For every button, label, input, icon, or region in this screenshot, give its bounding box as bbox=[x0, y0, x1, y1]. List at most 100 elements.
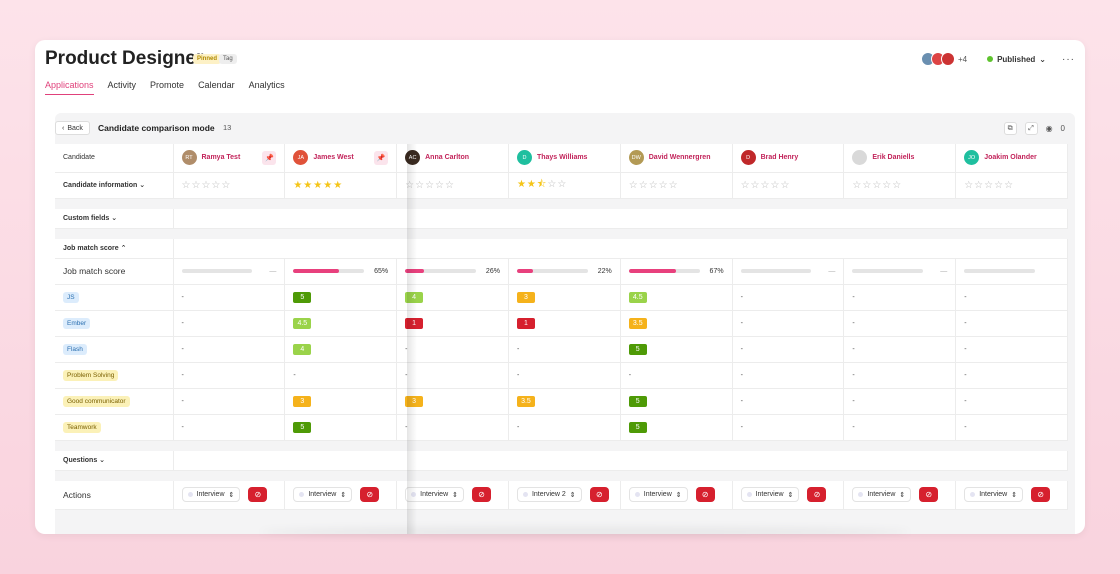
reject-button[interactable]: ⊘ bbox=[695, 487, 715, 503]
eye-icon[interactable]: ◉ bbox=[1045, 124, 1053, 133]
candidate-name[interactable]: Anna Carlton bbox=[425, 154, 470, 162]
candidate-info-toggle[interactable]: Candidate information ⌄ bbox=[55, 172, 174, 199]
candidate-column-header[interactable]: AC Anna Carlton bbox=[396, 144, 509, 173]
more-options-icon[interactable]: ··· bbox=[1062, 53, 1075, 65]
candidate-column-header[interactable]: D Thays Williams bbox=[508, 144, 621, 173]
stage-select[interactable]: Interview ⇕ bbox=[964, 487, 1024, 503]
candidate-column-header[interactable]: D Brad Henry bbox=[732, 144, 845, 173]
star-rating[interactable]: ★★★★★ bbox=[293, 180, 343, 191]
candidate-cell[interactable]: D Thays Williams bbox=[516, 150, 612, 166]
custom-fields-toggle[interactable]: Custom fields ⌄ bbox=[55, 209, 174, 229]
rating-cell[interactable]: ☆☆☆☆☆ bbox=[396, 172, 509, 199]
star-empty-icon[interactable]: ☆ bbox=[445, 179, 455, 191]
star-empty-icon[interactable]: ☆ bbox=[1004, 179, 1015, 191]
viewer-avatars[interactable]: +4 bbox=[920, 52, 967, 66]
rating-cell[interactable]: ★★⯪☆☆ bbox=[508, 172, 621, 199]
star-filled-icon[interactable]: ★ bbox=[303, 179, 314, 191]
reject-button[interactable]: ⊘ bbox=[1031, 487, 1051, 503]
candidate-column-header[interactable]: DW David Wennergren bbox=[620, 144, 733, 173]
candidate-name[interactable]: Joakim Olander bbox=[984, 154, 1037, 162]
star-empty-icon[interactable]: ☆ bbox=[750, 179, 761, 191]
star-empty-icon[interactable]: ☆ bbox=[547, 178, 558, 190]
stage-select[interactable]: Interview ⇕ bbox=[405, 487, 465, 503]
job-match-toggle[interactable]: Job match score ⌃ bbox=[55, 239, 174, 259]
stage-select[interactable]: Interview ⇕ bbox=[293, 487, 353, 503]
star-filled-icon[interactable]: ★ bbox=[323, 179, 334, 191]
rating-cell[interactable]: ★★★★★ bbox=[284, 172, 398, 199]
reject-button[interactable]: ⊘ bbox=[360, 487, 380, 503]
star-rating[interactable]: ☆☆☆☆☆ bbox=[741, 180, 791, 191]
star-filled-icon[interactable]: ★ bbox=[293, 179, 304, 191]
stage-select[interactable]: Interview ⇕ bbox=[181, 487, 241, 503]
star-empty-icon[interactable]: ☆ bbox=[964, 179, 975, 191]
star-empty-icon[interactable]: ☆ bbox=[974, 179, 985, 191]
tab-activity[interactable]: Activity bbox=[107, 80, 137, 90]
candidate-cell[interactable]: JA James West 📌 bbox=[293, 150, 389, 166]
questions-toggle[interactable]: Questions ⌄ bbox=[55, 451, 174, 471]
candidate-column-header[interactable]: JA James West 📌 bbox=[284, 144, 398, 173]
candidate-cell[interactable]: DW David Wennergren bbox=[628, 150, 724, 166]
star-rating[interactable]: ☆☆☆☆☆ bbox=[852, 180, 902, 191]
rating-cell[interactable]: ☆☆☆☆☆ bbox=[620, 172, 733, 199]
star-empty-icon[interactable]: ☆ bbox=[191, 179, 202, 191]
star-empty-icon[interactable]: ☆ bbox=[415, 179, 426, 191]
star-empty-icon[interactable]: ☆ bbox=[201, 179, 212, 191]
candidate-cell[interactable]: Erik Daniells bbox=[852, 150, 947, 166]
star-empty-icon[interactable]: ☆ bbox=[984, 179, 995, 191]
star-empty-icon[interactable]: ☆ bbox=[892, 179, 903, 191]
candidate-name[interactable]: Erik Daniells bbox=[872, 154, 915, 162]
tab-applications[interactable]: Applications bbox=[45, 80, 94, 95]
reject-button[interactable]: ⊘ bbox=[472, 487, 492, 503]
reject-button[interactable]: ⊘ bbox=[589, 487, 609, 503]
candidate-cell[interactable]: AC Anna Carlton bbox=[405, 150, 500, 166]
tab-analytics[interactable]: Analytics bbox=[248, 80, 285, 90]
reject-button[interactable]: ⊘ bbox=[919, 487, 939, 503]
rating-cell[interactable]: ☆☆☆☆☆ bbox=[843, 172, 957, 199]
star-filled-icon[interactable]: ★ bbox=[313, 179, 324, 191]
rating-cell[interactable]: ☆☆☆☆☆ bbox=[955, 172, 1068, 199]
star-filled-icon[interactable]: ★ bbox=[333, 179, 344, 191]
stage-select[interactable]: Interview 2 ⇕ bbox=[516, 487, 582, 503]
candidate-column-header[interactable]: JO Joakim Olander bbox=[955, 144, 1068, 173]
star-empty-icon[interactable]: ☆ bbox=[221, 179, 232, 191]
star-filled-icon[interactable]: ★ bbox=[526, 178, 537, 190]
rating-cell[interactable]: ☆☆☆☆☆ bbox=[732, 172, 845, 199]
candidate-cell[interactable]: RT Ramya Test 📌 bbox=[181, 150, 277, 166]
star-empty-icon[interactable]: ☆ bbox=[628, 179, 639, 191]
star-empty-icon[interactable]: ☆ bbox=[435, 179, 445, 191]
star-empty-icon[interactable]: ☆ bbox=[668, 179, 679, 191]
star-empty-icon[interactable]: ☆ bbox=[638, 179, 649, 191]
candidate-name[interactable]: Ramya Test bbox=[201, 154, 241, 162]
star-empty-icon[interactable]: ☆ bbox=[405, 180, 415, 191]
star-empty-icon[interactable]: ☆ bbox=[648, 179, 659, 191]
candidate-name[interactable]: Thays Williams bbox=[536, 154, 588, 162]
publish-status-dropdown[interactable]: Published ⌄ bbox=[987, 55, 1046, 64]
star-empty-icon[interactable]: ☆ bbox=[211, 179, 222, 191]
star-rating[interactable]: ★★⯪☆☆ bbox=[517, 179, 567, 190]
rating-cell[interactable]: ☆☆☆☆☆ bbox=[173, 172, 286, 199]
pin-icon[interactable]: 📌 bbox=[262, 150, 277, 165]
tab-calendar[interactable]: Calendar bbox=[198, 80, 235, 90]
star-rating[interactable]: ☆☆☆☆☆ bbox=[629, 180, 679, 191]
tab-promote[interactable]: Promote bbox=[150, 80, 185, 90]
star-empty-icon[interactable]: ☆ bbox=[882, 179, 893, 191]
reject-button[interactable]: ⊘ bbox=[248, 487, 268, 503]
star-rating[interactable]: ☆☆☆☆☆ bbox=[182, 180, 232, 191]
candidate-name[interactable]: Brad Henry bbox=[760, 154, 799, 162]
candidate-cell[interactable]: JO Joakim Olander bbox=[964, 150, 1059, 166]
star-empty-icon[interactable]: ☆ bbox=[760, 179, 771, 191]
star-filled-icon[interactable]: ★ bbox=[516, 178, 527, 190]
candidate-name[interactable]: James West bbox=[313, 154, 354, 162]
reject-button[interactable]: ⊘ bbox=[807, 487, 827, 503]
star-empty-icon[interactable]: ☆ bbox=[852, 179, 863, 191]
stage-select[interactable]: Interview ⇕ bbox=[852, 487, 912, 503]
stage-select[interactable]: Interview ⇕ bbox=[628, 487, 688, 503]
stage-select[interactable]: Interview ⇕ bbox=[740, 487, 800, 503]
candidate-name[interactable]: David Wennergren bbox=[648, 154, 711, 162]
star-empty-icon[interactable]: ☆ bbox=[780, 179, 791, 191]
star-empty-icon[interactable]: ☆ bbox=[862, 179, 873, 191]
star-empty-icon[interactable]: ☆ bbox=[994, 179, 1005, 191]
candidate-cell[interactable]: D Brad Henry bbox=[740, 150, 836, 166]
star-empty-icon[interactable]: ☆ bbox=[770, 179, 781, 191]
star-half-icon[interactable]: ⯪ bbox=[536, 178, 548, 190]
